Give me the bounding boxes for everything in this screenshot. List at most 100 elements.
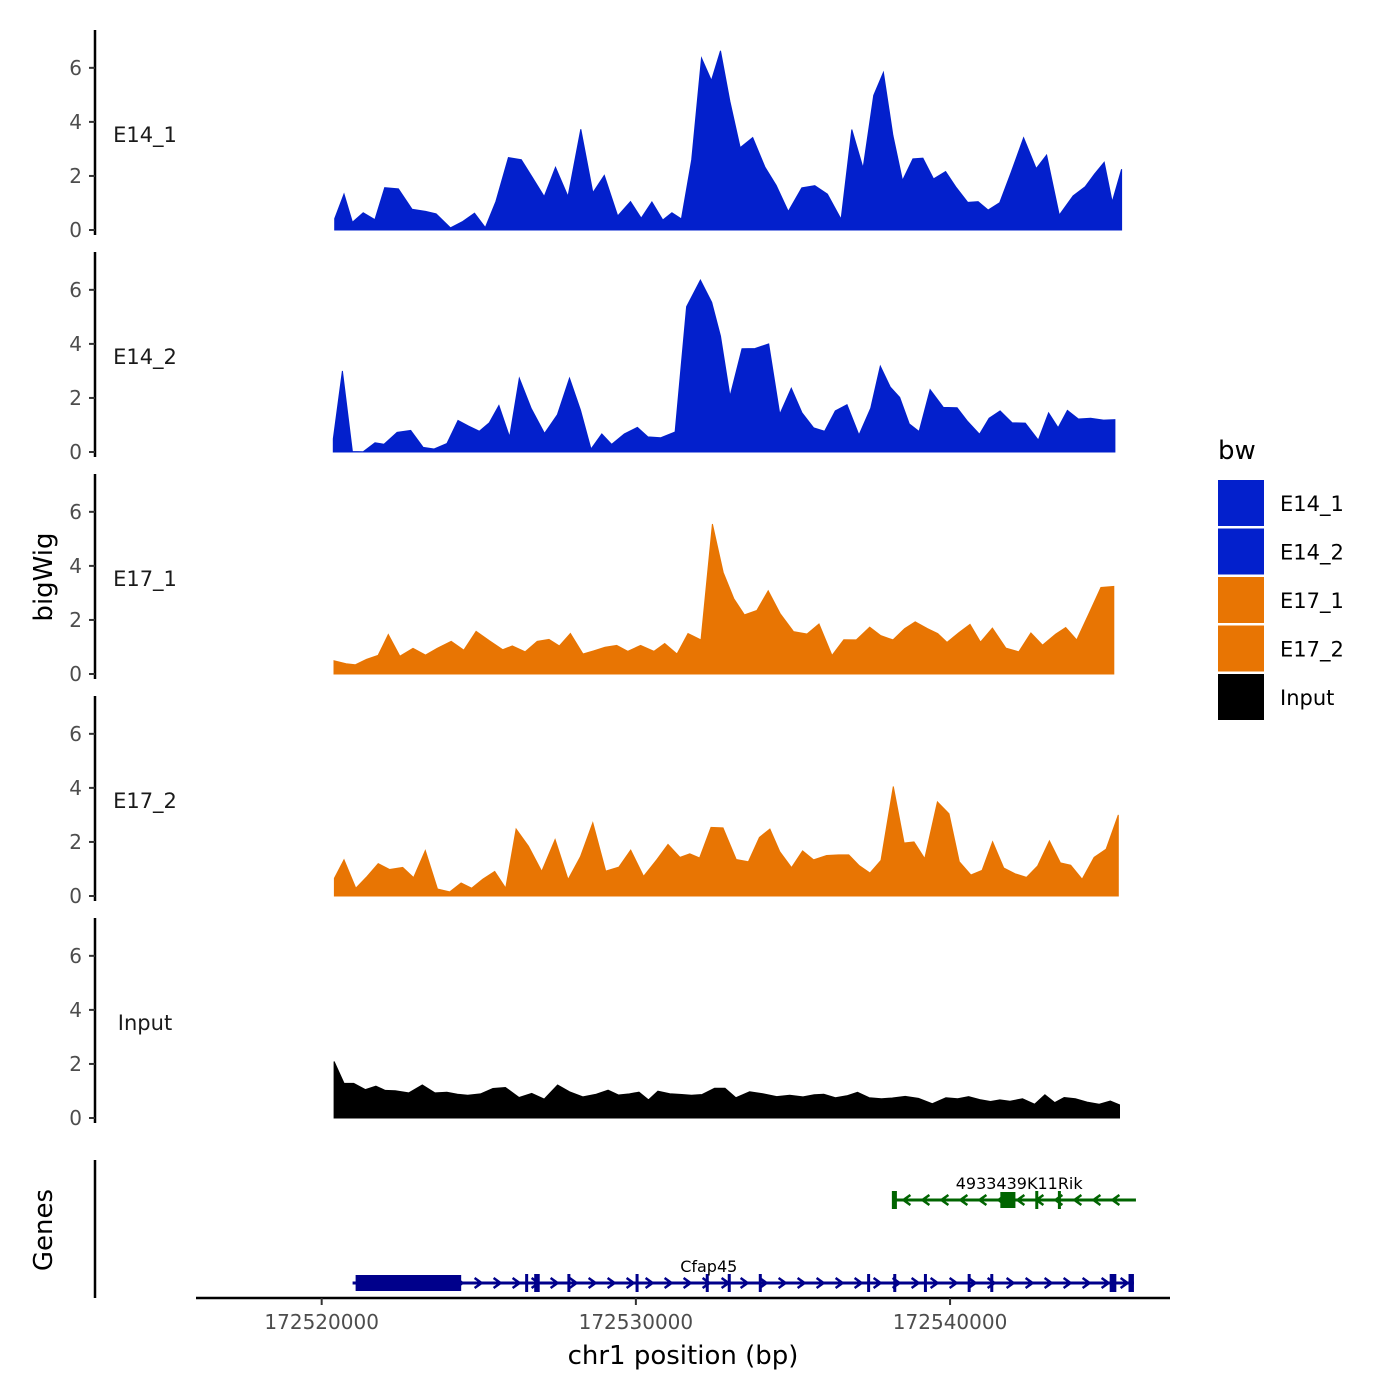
strand-arrow bbox=[834, 1276, 845, 1290]
panel-label-input: Input bbox=[118, 1011, 172, 1035]
strand-arrow bbox=[939, 1193, 950, 1207]
strand-arrow bbox=[1043, 1276, 1054, 1290]
strand-arrow bbox=[967, 1276, 978, 1290]
exon bbox=[867, 1274, 871, 1292]
exon bbox=[727, 1274, 731, 1292]
strand-arrow bbox=[796, 1276, 807, 1290]
legend-key-input bbox=[1218, 674, 1264, 720]
strand-arrow bbox=[587, 1276, 598, 1290]
y-tick-label: 4 bbox=[69, 998, 82, 1022]
exon bbox=[893, 1274, 897, 1292]
exon bbox=[355, 1275, 462, 1291]
strand-arrow bbox=[1072, 1193, 1083, 1207]
exon bbox=[923, 1274, 927, 1292]
legend-label-e14-1: E14_1 bbox=[1280, 492, 1344, 517]
x-axis-title: chr1 position (bp) bbox=[568, 1341, 799, 1371]
exon bbox=[891, 1191, 897, 1209]
strand-arrow bbox=[1081, 1276, 1092, 1290]
gene-4933439k11rik: 4933439K11Rik bbox=[891, 1174, 1136, 1209]
exon bbox=[990, 1274, 994, 1292]
exon bbox=[567, 1274, 571, 1292]
exon bbox=[1128, 1274, 1134, 1292]
x-axis: 172520000 172530000 172540000 bbox=[196, 1296, 1170, 1334]
y-tick-label: 0 bbox=[69, 662, 82, 686]
strand-arrow bbox=[492, 1276, 503, 1290]
x-tick-label: 172530000 bbox=[579, 1310, 694, 1334]
y-tick-label: 2 bbox=[69, 830, 82, 854]
exon bbox=[534, 1274, 540, 1292]
strand-arrow bbox=[1062, 1276, 1073, 1290]
y-tick-label: 6 bbox=[69, 722, 82, 746]
strand-arrow bbox=[948, 1276, 959, 1290]
gene-cfap45: Cfap45 bbox=[352, 1257, 1134, 1292]
legend-title: bw bbox=[1218, 436, 1256, 466]
legend-key-e17-1 bbox=[1218, 577, 1264, 623]
gene-label-cfap45: Cfap45 bbox=[680, 1257, 737, 1276]
strand-arrow bbox=[1015, 1193, 1026, 1207]
exon bbox=[1109, 1274, 1117, 1292]
strand-arrow bbox=[986, 1276, 997, 1290]
area-e17-1 bbox=[333, 523, 1115, 675]
genes-axis-title: Genes bbox=[29, 1189, 59, 1271]
y-tick-label: 2 bbox=[69, 164, 82, 188]
strand-arrow bbox=[644, 1276, 655, 1290]
y-tick-label: 4 bbox=[69, 776, 82, 800]
area-e14-2 bbox=[332, 279, 1116, 453]
strand-arrow bbox=[1024, 1276, 1035, 1290]
y-tick-label: 0 bbox=[69, 884, 82, 908]
exon bbox=[1057, 1191, 1061, 1209]
y-axis-title: bigWig bbox=[29, 532, 59, 621]
strand-arrow bbox=[1091, 1193, 1102, 1207]
gene-track: 4933439K11Rik Cfap45 bbox=[93, 1160, 1136, 1298]
strand-arrow bbox=[606, 1276, 617, 1290]
y-tick-label: 4 bbox=[69, 110, 82, 134]
legend-key-e14-2 bbox=[1218, 528, 1264, 575]
strand-arrow bbox=[815, 1276, 826, 1290]
panel-label-e14-2: E14_2 bbox=[113, 345, 177, 370]
y-tick-label: 2 bbox=[69, 1052, 82, 1076]
strand-arrow bbox=[473, 1276, 484, 1290]
strand-arrow bbox=[777, 1276, 788, 1290]
exon bbox=[705, 1274, 709, 1292]
strand-arrow bbox=[1110, 1193, 1121, 1207]
panel-label-e17-1: E17_1 bbox=[113, 567, 177, 592]
y-tick-label: 6 bbox=[69, 500, 82, 524]
strand-arrow bbox=[625, 1276, 636, 1290]
strand-arrow bbox=[511, 1276, 522, 1290]
y-tick-label: 6 bbox=[69, 278, 82, 302]
strand-arrow bbox=[958, 1193, 969, 1207]
strand-arrow bbox=[920, 1193, 931, 1207]
signal-panels: 0 2 4 6 E14_1 0 2 4 6 E14_2 0 2 4 6 E17_1 0 2 4 6 E17_2 0 2 4 6… bbox=[69, 30, 1123, 1130]
panel-e17-2: 0 2 4 6 E17_2 bbox=[69, 696, 1119, 908]
y-tick-label: 4 bbox=[69, 554, 82, 578]
area-input bbox=[333, 1061, 1120, 1119]
panel-label-e17-2: E17_2 bbox=[113, 789, 177, 814]
strand-arrow bbox=[1005, 1276, 1016, 1290]
strand-arrow bbox=[1100, 1276, 1111, 1290]
panel-input: 0 2 4 6 Input bbox=[69, 918, 1120, 1130]
area-e17-2 bbox=[333, 786, 1119, 897]
strand-arrow bbox=[929, 1276, 940, 1290]
strand-arrow bbox=[701, 1276, 712, 1290]
x-tick-label: 172540000 bbox=[893, 1310, 1008, 1334]
strand-arrow bbox=[977, 1193, 988, 1207]
panel-e14-1: 0 2 4 6 E14_1 bbox=[69, 30, 1123, 242]
gene-label-4933439k11rik: 4933439K11Rik bbox=[956, 1174, 1084, 1193]
strand-arrow bbox=[758, 1276, 769, 1290]
y-tick-label: 0 bbox=[69, 218, 82, 242]
legend: bw E14_1 E14_2 E17_1 E17_2 Input bbox=[1218, 436, 1344, 720]
area-e14-1 bbox=[334, 50, 1123, 231]
exon bbox=[525, 1274, 529, 1292]
strand-arrow bbox=[549, 1276, 560, 1290]
panel-e17-1: 0 2 4 6 E17_1 bbox=[69, 474, 1115, 686]
strand-arrow bbox=[872, 1276, 883, 1290]
exon bbox=[635, 1274, 639, 1292]
exon bbox=[1000, 1192, 1016, 1208]
exon bbox=[967, 1274, 971, 1292]
legend-key-e17-2 bbox=[1218, 625, 1264, 672]
strand-arrow bbox=[568, 1276, 579, 1290]
y-tick-label: 2 bbox=[69, 608, 82, 632]
panel-label-e14-1: E14_1 bbox=[113, 123, 177, 148]
y-tick-label: 0 bbox=[69, 440, 82, 464]
